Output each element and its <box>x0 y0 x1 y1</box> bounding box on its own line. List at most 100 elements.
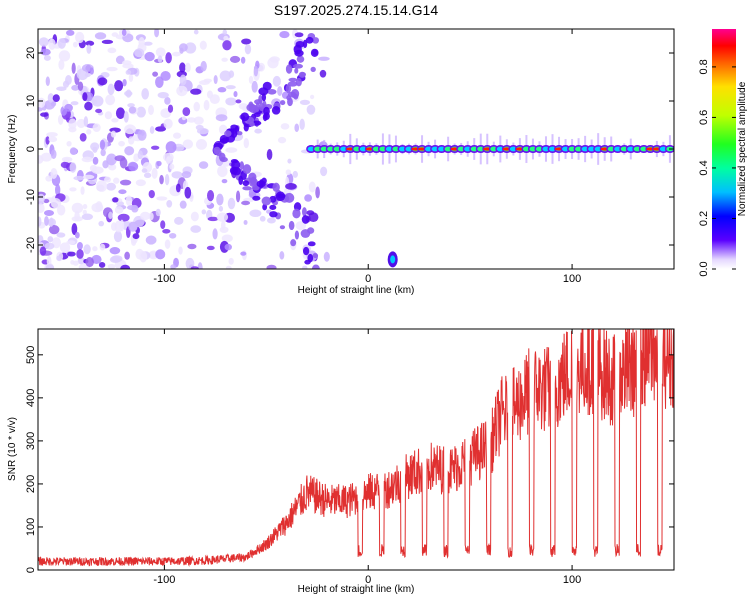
spectrogram-noise-cell <box>157 55 163 63</box>
spectrogram-streak-cell <box>269 211 278 218</box>
spectrogram-noise-cell <box>138 37 145 48</box>
spectrogram-noise-cell <box>213 75 218 85</box>
spectrogram-noise-cell <box>85 40 95 46</box>
spectrogram-noise-cell <box>40 152 53 162</box>
spectrogram-noise-cell <box>76 249 84 259</box>
spectrogram-noise-cell <box>96 180 108 192</box>
spectrogram-noise-cell <box>132 233 140 240</box>
spectrogram-noise-cell <box>148 212 154 221</box>
spectrogram-noise-cell <box>157 91 169 99</box>
spectrogram-ylabel: Frequency (Hz) <box>7 115 18 184</box>
spectrogram-noise-cell <box>99 243 106 251</box>
spectrogram-streak-cell <box>285 64 293 74</box>
spectrogram-streak-cell <box>230 128 238 139</box>
spectrogram-noise-cell <box>50 149 57 160</box>
spectrogram-band-core <box>340 146 348 152</box>
spectrogram-noise-cell <box>218 205 224 212</box>
spectrogram-noise-cell <box>49 217 54 227</box>
spectrogram-streak-cell <box>287 81 298 87</box>
spectrogram-band-core <box>659 146 667 152</box>
snr-ylabel: SNR (10 * v/v) <box>7 417 18 481</box>
colorbar-gradient <box>712 29 736 269</box>
spectrogram-noise-cell <box>125 89 132 98</box>
spectrogram-noise-cell <box>227 197 236 210</box>
colorbar-label: Normalized spectral amplitude <box>737 81 748 216</box>
spectrogram-band-core <box>385 146 393 152</box>
spectrogram-noise-cell <box>77 257 86 265</box>
spectrogram-noise-cell <box>82 92 88 102</box>
spectrogram-streak-cell <box>312 264 320 269</box>
spectrogram-noise-cell <box>84 101 93 111</box>
spectrogram-noise-cell <box>101 39 114 45</box>
spectrogram-band-core <box>542 146 550 152</box>
spectrogram-noise-cell <box>163 152 174 162</box>
spectrogram-band-core <box>575 146 583 152</box>
spectrogram-noise-cell <box>241 200 251 206</box>
colorbar-tick-label: 0.2 <box>698 211 710 226</box>
colorbar-tick-label: 0.0 <box>698 261 710 276</box>
spectrogram-streak-cell <box>294 230 300 240</box>
spectrogram-noise-cell <box>294 32 304 38</box>
spectrogram-noise-cell <box>92 246 98 252</box>
spectrogram-noise-cell <box>128 136 135 145</box>
spectrogram-noise-cell <box>294 123 300 133</box>
spectrogram-noise-cell <box>141 88 149 100</box>
spectrogram-noise-cell <box>144 51 155 62</box>
spectrogram-noise-cell <box>91 95 104 107</box>
spectrogram-streak-cell <box>224 130 232 137</box>
spectrogram-noise-cell <box>112 197 119 203</box>
colorbar: 0.0 0.2 0.4 0.6 0.8 Normalized spectral ampl… <box>698 29 748 277</box>
spectrogram-noise-cell <box>222 40 232 51</box>
spectrogram-noise-cell <box>43 210 55 216</box>
spectrogram-isolated-blob-core <box>390 255 396 264</box>
spectrogram-streak-cell <box>286 95 292 101</box>
spectrogram-noise-cell <box>243 137 250 149</box>
spectrogram-streak-cell <box>219 134 230 144</box>
spectrogram-noise-cell <box>89 67 94 75</box>
spectrogram-noise-cell <box>152 71 159 77</box>
spectrogram-xtick-label: 0 <box>365 273 371 285</box>
spectrogram-streak-cell <box>312 37 320 44</box>
spectrogram-noise-cell <box>277 86 283 96</box>
spectrogram-xtick-label: -100 <box>153 273 175 285</box>
spectrogram-noise-cell <box>155 208 161 217</box>
spectrogram-band-core <box>614 146 622 152</box>
spectrogram-streak-cell <box>242 180 250 187</box>
spectrogram-noise-cell <box>48 136 58 143</box>
spectrogram-noise-cell <box>201 209 207 215</box>
spectrogram-noise-cell <box>125 69 132 75</box>
colorbar-tick-label: 0.6 <box>698 110 710 125</box>
spectrogram-noise-cell <box>99 139 106 150</box>
spectrogram-noise-cell <box>164 239 171 249</box>
spectrogram-noise-cell <box>160 71 171 81</box>
spectrogram-noise-cell <box>74 211 80 221</box>
spectrogram-noise-cell <box>221 234 233 243</box>
snr-xtick-label: 0 <box>365 574 371 586</box>
spectrogram-noise-cell <box>163 118 173 129</box>
spectrogram-noise-cell <box>45 264 55 269</box>
spectrogram-noise-cell <box>172 51 181 57</box>
spectrogram-noise-cell <box>91 166 104 174</box>
spectrogram-noise-cell <box>145 235 157 245</box>
figure-title: S197.2025.274.15.14.G14 <box>274 2 438 18</box>
spectrogram-band-core <box>588 146 596 152</box>
spectrogram-noise-cell <box>43 198 50 204</box>
spectrogram-noise-cell <box>127 103 135 108</box>
spectrogram-noise-cell <box>58 59 65 70</box>
spectrogram-band-core <box>314 146 322 152</box>
spectrogram-streak-cell <box>275 191 286 202</box>
spectrogram-noise-cell <box>83 116 89 127</box>
spectrogram-noise-cell <box>151 145 160 150</box>
spectrogram-noise-cell <box>107 83 115 96</box>
spectrogram-noise-cell <box>66 29 75 36</box>
spectrogram-noise-cell <box>222 29 228 35</box>
spectrogram-noise-cell <box>179 47 184 54</box>
spectrogram-band-core <box>496 146 504 152</box>
spectrogram-noise-cell <box>118 140 125 147</box>
spectrogram-noise-cell <box>240 56 246 64</box>
spectrogram-noise-cell <box>128 162 139 172</box>
spectrogram-streak-cell <box>290 88 300 99</box>
spectrogram-noise-cell <box>254 128 262 134</box>
spectrogram-noise-cell <box>266 148 273 161</box>
snr-panel: -100 0 100 0 100 200 300 400 500 Height of strai… <box>7 328 675 595</box>
